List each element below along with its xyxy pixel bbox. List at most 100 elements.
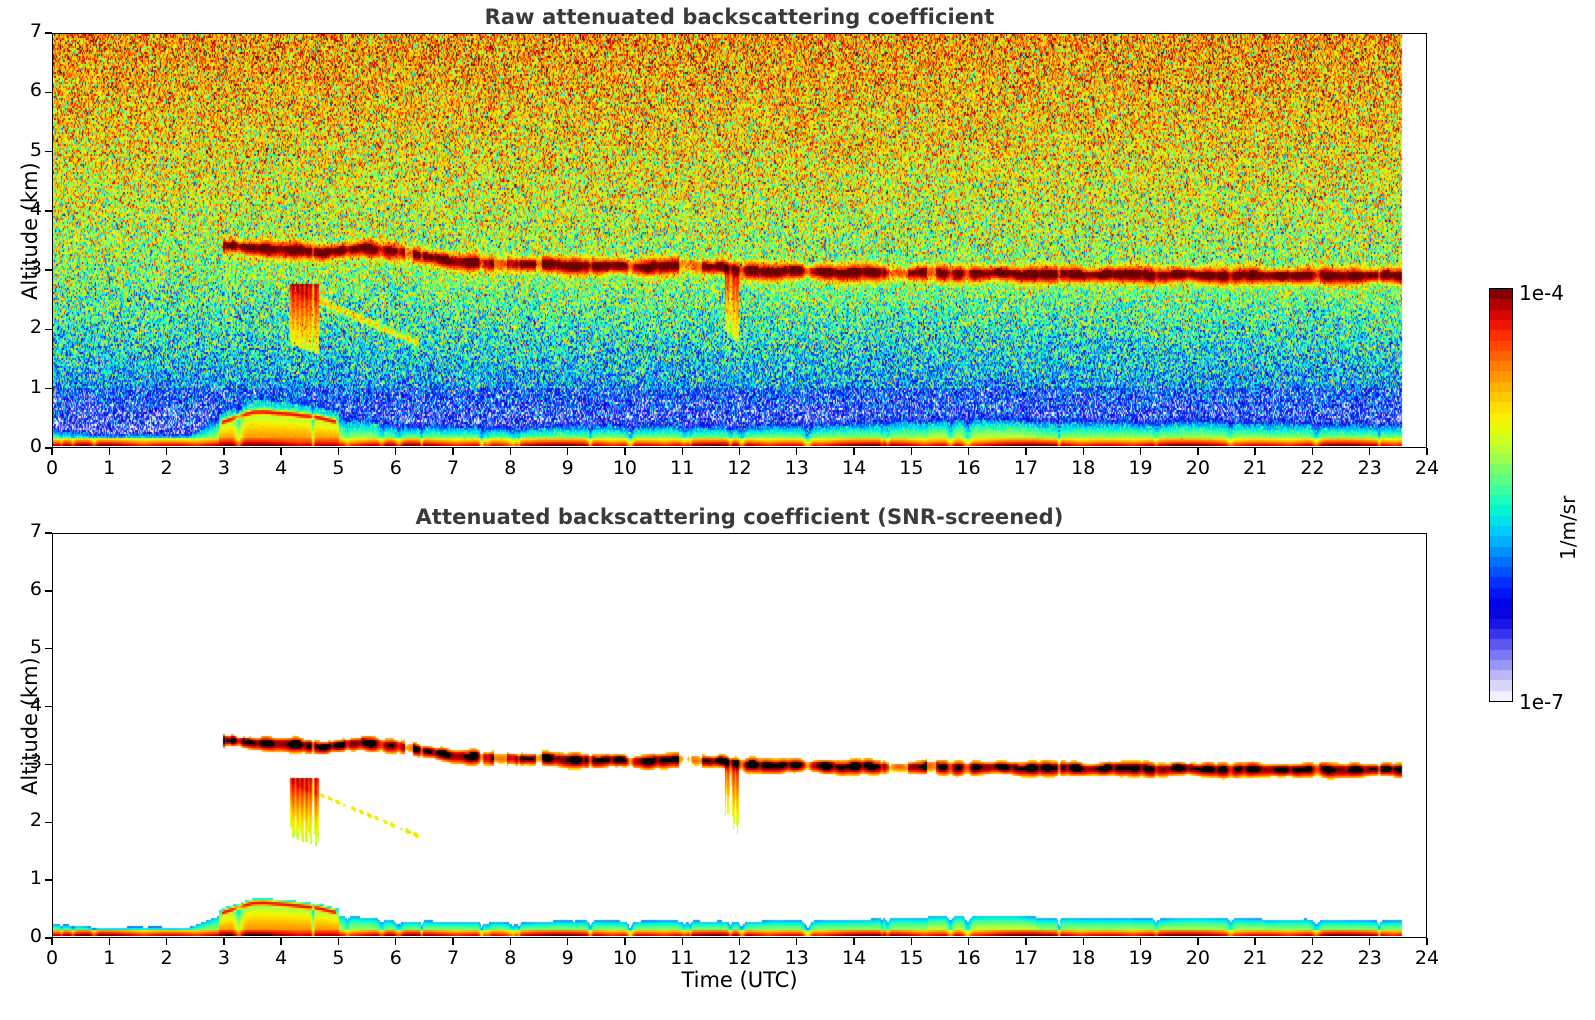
xtick-label: 4 [275, 457, 288, 479]
colorbar-max-label: 1e-4 [1519, 281, 1564, 305]
xtick-label: 0 [45, 947, 59, 969]
panel-raw-heatmap [53, 34, 1425, 446]
ytick-label: 0 [29, 925, 42, 947]
colorbar-gradient [1489, 288, 1513, 702]
xtick-mark [223, 448, 225, 455]
xtick-label: 12 [727, 947, 752, 969]
xtick-mark [395, 448, 397, 455]
panel-screened-title: Attenuated backscattering coefficient (S… [415, 505, 1064, 529]
ytick-mark [45, 447, 52, 449]
xtick-mark [1311, 938, 1314, 945]
xtick-mark [1082, 448, 1084, 455]
xtick-mark [509, 938, 512, 945]
ytick-label: 4 [29, 197, 42, 220]
ytick-label: 7 [29, 520, 42, 542]
xtick-label: 23 [1357, 947, 1382, 969]
xtick-mark [1369, 448, 1371, 455]
xtick-mark [910, 938, 913, 945]
xtick-mark [1197, 938, 1199, 945]
xtick-mark [1369, 938, 1371, 945]
ytick-label: 5 [29, 635, 42, 658]
xtick-mark [51, 938, 53, 945]
xtick-label: 19 [1128, 457, 1153, 479]
xtick-mark [566, 938, 569, 945]
xtick-mark [967, 938, 970, 945]
xtick-mark [1025, 448, 1027, 455]
xtick-mark [1082, 938, 1084, 945]
ytick-mark [45, 388, 52, 390]
xtick-label: 20 [1185, 457, 1210, 479]
xtick-mark [165, 938, 168, 945]
xtick-mark [738, 938, 741, 945]
xtick-label: 4 [275, 947, 288, 969]
ytick-mark [45, 705, 52, 708]
xtick-mark [51, 448, 53, 455]
xtick-mark [853, 938, 855, 945]
ytick-mark [45, 648, 52, 650]
xtick-label: 5 [332, 947, 345, 969]
xtick-label: 18 [1071, 457, 1096, 479]
panel-raw-ylabel: Altitude (km) [18, 162, 42, 300]
xtick-mark [337, 938, 340, 945]
ytick-label: 3 [29, 751, 42, 774]
ytick-label: 4 [29, 693, 42, 716]
xtick-label: 16 [956, 457, 981, 479]
xtick-mark [738, 448, 741, 455]
xtick-label: 9 [561, 947, 574, 969]
panel-raw-axes [52, 33, 1427, 448]
xtick-label: 14 [841, 457, 867, 479]
xtick-mark [967, 448, 970, 455]
xtick-mark [1139, 938, 1142, 945]
xtick-label: 8 [504, 947, 517, 969]
xtick-label: 2 [160, 457, 173, 479]
xtick-label: 0 [45, 457, 59, 479]
ytick-mark [45, 269, 52, 271]
panel-screened-xlabel: Time (UTC) [681, 968, 798, 992]
xtick-mark [796, 448, 798, 455]
xtick-mark [853, 448, 855, 455]
xtick-mark [681, 448, 683, 455]
xtick-mark [280, 448, 282, 455]
xtick-mark [681, 938, 683, 945]
xtick-label: 3 [217, 947, 230, 969]
colorbar-canvas [1490, 289, 1512, 701]
ytick-mark [45, 879, 52, 881]
xtick-label: 13 [784, 457, 809, 479]
colorbar-min-label: 1e-7 [1519, 690, 1564, 714]
xtick-label: 22 [1300, 947, 1325, 969]
xtick-mark [624, 448, 626, 455]
xtick-label: 24 [1414, 947, 1440, 969]
ytick-label: 0 [29, 435, 42, 457]
ytick-label: 5 [29, 138, 42, 161]
xtick-mark [1426, 448, 1428, 455]
xtick-label: 10 [612, 457, 637, 479]
xtick-label: 16 [956, 947, 981, 969]
ytick-mark [45, 91, 52, 93]
ytick-mark [45, 590, 52, 592]
ytick-label: 6 [29, 79, 42, 102]
xtick-mark [1426, 938, 1428, 945]
xtick-label: 15 [899, 947, 924, 969]
xtick-label: 2 [160, 947, 173, 969]
panel-screened-ylabel: Altitude (km) [18, 657, 42, 795]
xtick-label: 7 [446, 947, 460, 969]
ytick-label: 2 [29, 809, 42, 832]
ytick-label: 6 [29, 577, 42, 600]
ytick-label: 3 [29, 257, 42, 280]
ytick-mark [45, 150, 52, 153]
xtick-label: 11 [670, 457, 695, 479]
xtick-mark [1254, 938, 1256, 945]
xtick-mark [452, 938, 454, 945]
xtick-label: 14 [841, 947, 867, 969]
xtick-mark [1254, 448, 1256, 455]
ytick-label: 7 [29, 20, 42, 42]
xtick-label: 5 [332, 457, 345, 479]
ytick-label: 2 [29, 316, 42, 339]
xtick-mark [624, 938, 626, 945]
ytick-mark [45, 937, 52, 939]
xtick-label: 1 [103, 457, 116, 479]
xtick-label: 9 [561, 457, 574, 479]
ytick-mark [45, 328, 52, 331]
xtick-mark [337, 448, 340, 455]
xtick-mark [1139, 448, 1142, 455]
